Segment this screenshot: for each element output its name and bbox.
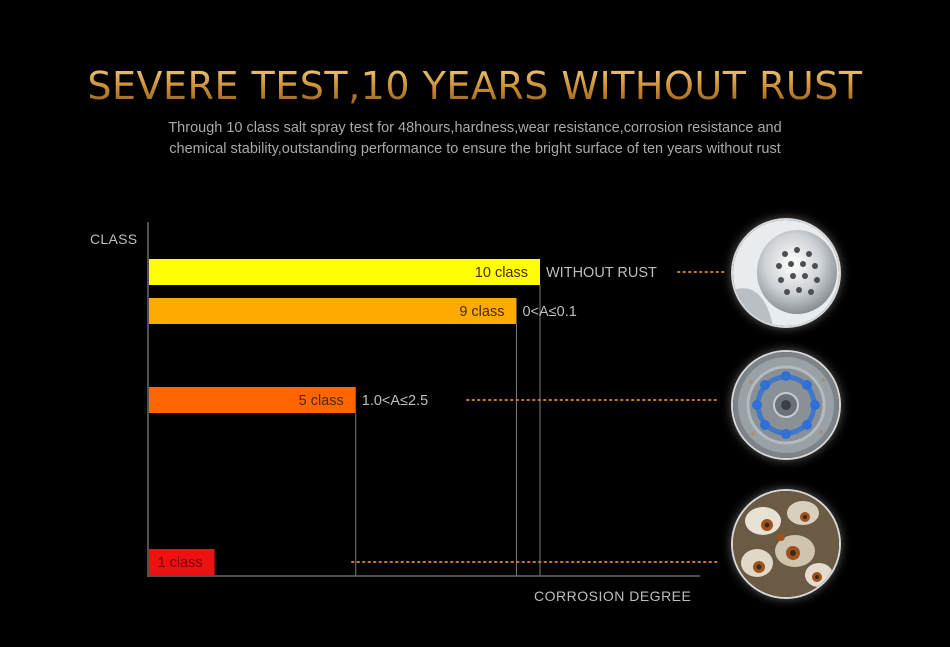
x-axis-label: CORROSION DEGREE (534, 588, 692, 604)
bar-annotation-5: 1.0<A≤2.5 (362, 393, 428, 409)
bar-label-10: 10 class (475, 265, 528, 281)
bar-annotation-10: WITHOUT RUST (546, 265, 657, 281)
bar-label-1: 1 class (157, 555, 202, 571)
y-axis-label: CLASS (90, 231, 138, 247)
bar-5-class (149, 387, 356, 413)
bar-1-class (149, 549, 215, 575)
rusted-shower-head-photo (731, 489, 841, 599)
bar-label-5: 5 class (299, 393, 344, 409)
worn-shower-head-photo (731, 350, 841, 460)
bar-label-9: 9 class (459, 304, 504, 320)
page-subtitle: Through 10 class salt spray test for 48h… (0, 118, 950, 160)
bar-9-class (149, 298, 517, 324)
bar-10-class (149, 259, 540, 285)
subtitle-line-1: Through 10 class salt spray test for 48h… (168, 120, 782, 136)
page-title: SEVERE TEST,10 YEARS WITHOUT RUST (0, 64, 950, 108)
chrome-shower-head-photo (731, 218, 841, 328)
subtitle-line-2: chemical stability,outstanding performan… (169, 141, 781, 157)
bar-annotation-9: 0<A≤0.1 (522, 304, 576, 320)
